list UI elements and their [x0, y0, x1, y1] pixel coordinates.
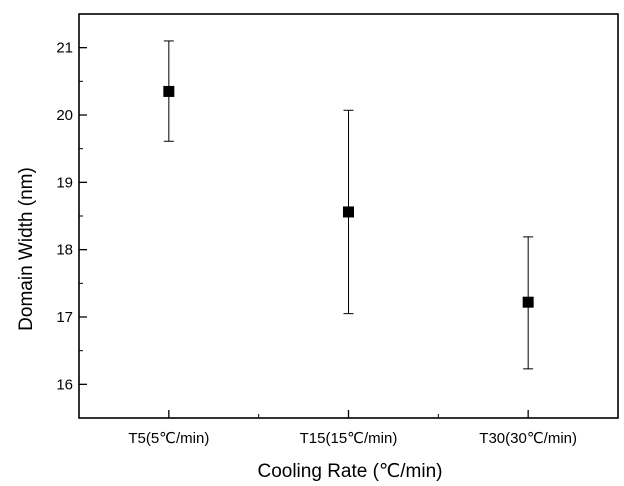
x-tick-label: T30(30℃/min)	[479, 430, 577, 447]
data-point	[163, 85, 175, 97]
y-axis: 16 17 18 19 20 21	[56, 13, 87, 419]
x-axis-title: Cooling Rate (℃/min)	[257, 461, 442, 482]
y-tick-label: 19	[56, 174, 73, 191]
x-tick-label: T5(5℃/min)	[128, 430, 209, 447]
data-point	[522, 296, 534, 308]
x-tick-label: T15(15℃/min)	[300, 430, 398, 447]
y-tick-label: 20	[56, 107, 73, 124]
data-point	[343, 206, 354, 218]
y-tick-label: 21	[56, 40, 73, 57]
y-tick-label: 17	[56, 309, 73, 326]
data-series	[163, 40, 534, 370]
y-tick-label: 16	[56, 376, 73, 393]
x-axis: T5(5℃/min) T15(15℃/min) T30(30℃/min)	[128, 410, 577, 447]
y-axis-title: Domain Width (nm)	[16, 167, 37, 331]
y-tick-label: 18	[56, 242, 73, 259]
